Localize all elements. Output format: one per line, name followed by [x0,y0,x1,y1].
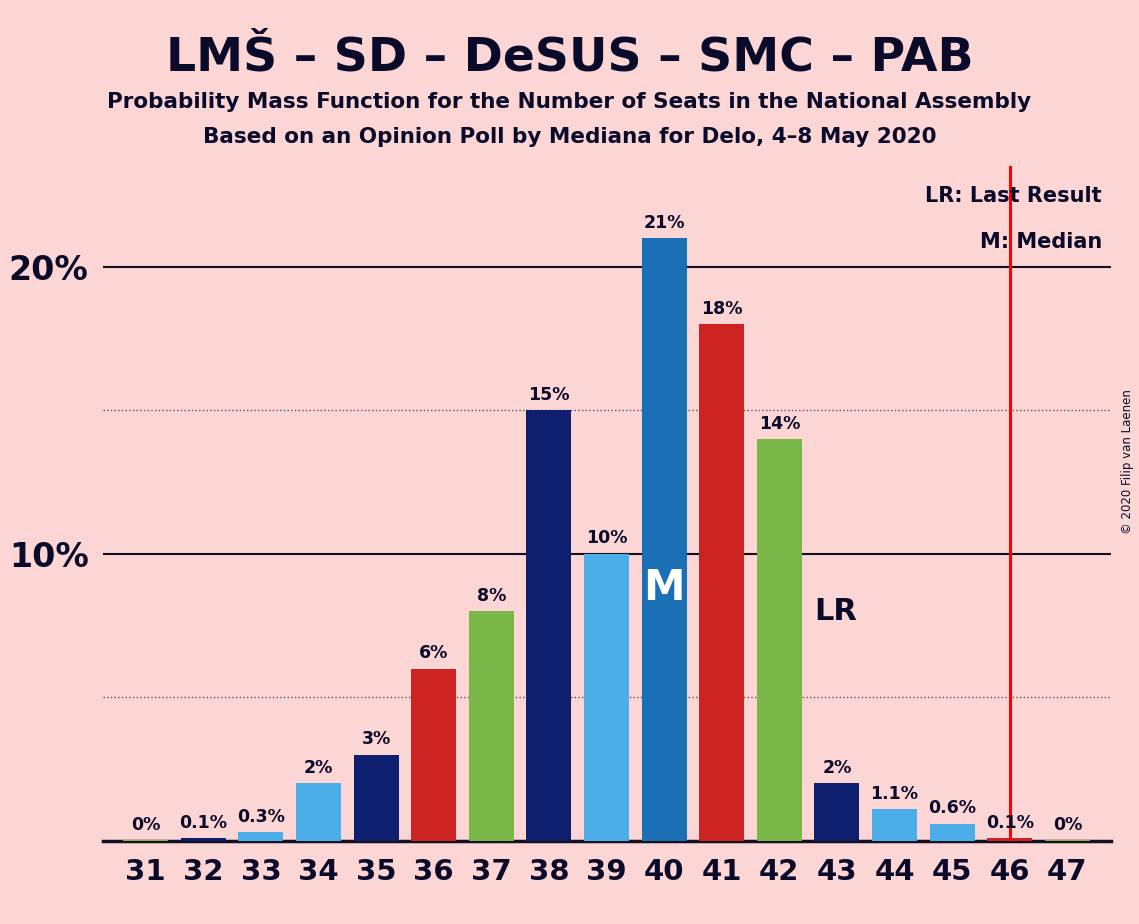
Bar [929,823,975,841]
Bar [584,553,629,841]
Bar [296,784,341,841]
Text: 2%: 2% [304,760,334,777]
Text: 1.1%: 1.1% [870,785,918,803]
Text: 0.1%: 0.1% [179,814,228,832]
Text: 0.1%: 0.1% [985,814,1034,832]
Text: 2%: 2% [822,760,852,777]
Bar [641,238,687,841]
Text: LR: Last Result: LR: Last Result [925,187,1101,206]
Text: 6%: 6% [419,644,449,663]
Text: Probability Mass Function for the Number of Seats in the National Assembly: Probability Mass Function for the Number… [107,92,1032,113]
Bar [353,755,399,841]
Bar [699,324,744,841]
Bar [181,838,226,841]
Text: 15%: 15% [528,386,570,404]
Text: 18%: 18% [700,300,743,318]
Bar [872,809,917,841]
Text: 3%: 3% [361,730,391,748]
Text: 0%: 0% [1052,816,1082,834]
Text: 8%: 8% [476,587,506,605]
Text: 0.3%: 0.3% [237,808,285,826]
Bar [526,410,572,841]
Text: LR: LR [814,597,857,626]
Text: Based on an Opinion Poll by Mediana for Delo, 4–8 May 2020: Based on an Opinion Poll by Mediana for … [203,127,936,147]
Text: © 2020 Filip van Laenen: © 2020 Filip van Laenen [1121,390,1134,534]
Text: M: M [644,566,685,609]
Bar [411,669,457,841]
Text: 10%: 10% [585,529,628,548]
Text: 21%: 21% [644,213,685,232]
Bar [756,439,802,841]
Text: 0%: 0% [131,816,161,834]
Bar [814,784,860,841]
Bar [238,833,284,841]
Text: LMŠ – SD – DeSUS – SMC – PAB: LMŠ – SD – DeSUS – SMC – PAB [165,35,974,80]
Bar [469,611,514,841]
Text: 0.6%: 0.6% [928,799,976,818]
Text: 14%: 14% [759,415,800,432]
Bar [988,838,1032,841]
Text: M: Median: M: Median [980,232,1101,252]
